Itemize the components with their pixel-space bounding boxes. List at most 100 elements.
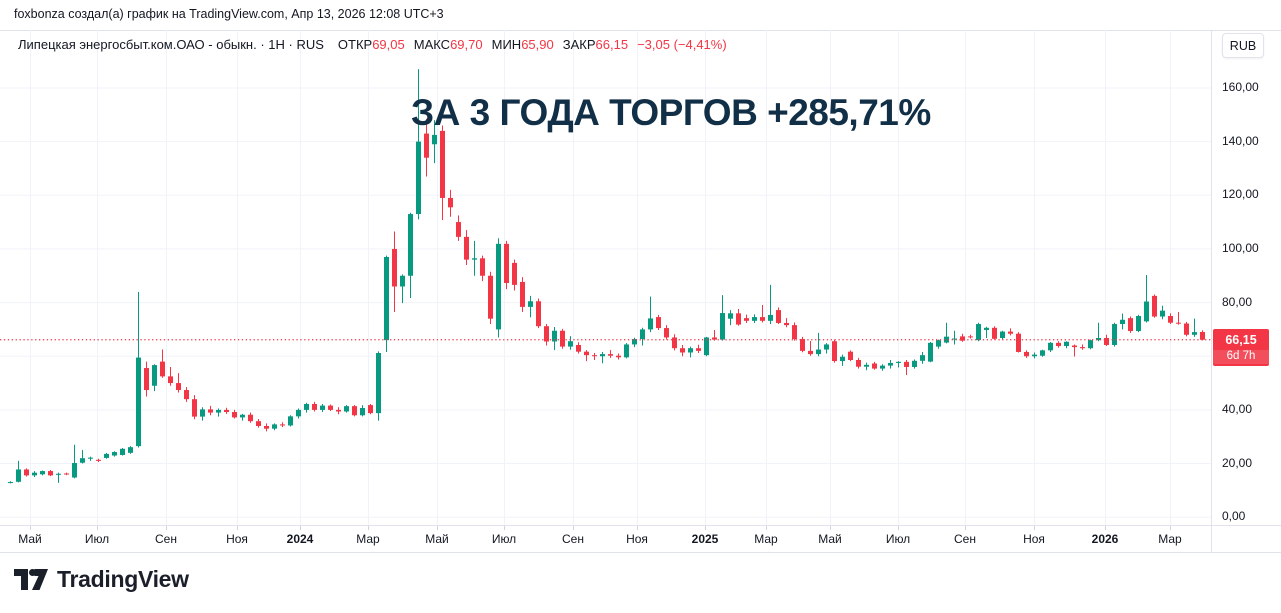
candle-body [1128, 318, 1133, 332]
time-axis-label: Май [818, 532, 842, 546]
candle-body [736, 313, 741, 325]
candle-body [1144, 301, 1149, 322]
open-label: ОТКР [337, 37, 373, 52]
candle-body [360, 408, 365, 416]
attribution-text: foxbonza создал(а) график на TradingView… [14, 7, 444, 21]
candle-body [1200, 331, 1205, 340]
candle-body [328, 405, 333, 410]
currency-badge: RUB [1222, 33, 1264, 58]
candle-body [104, 453, 109, 458]
candle-body [1000, 331, 1005, 338]
candle-body [760, 317, 765, 321]
price-axis-label: 20,00 [1222, 455, 1253, 470]
candle-body [1080, 347, 1085, 349]
candle-body [744, 318, 749, 321]
candle-body [600, 354, 605, 357]
candle-body [784, 322, 789, 326]
tradingview-wordmark[interactable]: TradingView [57, 566, 189, 592]
candle-body [696, 348, 701, 351]
time-axis-label: 2024 [286, 532, 314, 546]
candle-body [144, 368, 149, 391]
candle-body [824, 344, 829, 350]
candle-body [1096, 338, 1101, 341]
candlestick-chart[interactable] [0, 30, 1212, 525]
time-axis-tick [1105, 526, 1106, 530]
candle-body [464, 236, 469, 260]
candle-body [528, 301, 533, 307]
idea-title: ЗА 3 ГОДА ТОРГОВ +285,71% [411, 92, 931, 133]
high-value: 69,70 [450, 37, 483, 52]
candle-body [776, 310, 781, 323]
candle-body [1056, 342, 1061, 347]
candle-body [48, 471, 53, 476]
price-axis-label: 40,00 [1222, 401, 1253, 416]
candle-body [176, 383, 181, 391]
time-axis-tick [504, 526, 505, 530]
time-axis-tick [300, 526, 301, 530]
time-axis-label: 2026 [1091, 532, 1119, 546]
chart-legend[interactable]: Липецкая энергосбыт.ком.ОАО - обыкн. · 1… [18, 37, 727, 52]
candle-body [344, 406, 349, 412]
candle-body [160, 361, 165, 377]
candle-body [512, 262, 517, 285]
candle-body [456, 222, 461, 237]
time-axis-label: Июл [84, 532, 110, 546]
candle-body [408, 214, 413, 276]
time-axis-label: Ноя [1023, 532, 1045, 546]
candle-body [168, 376, 173, 384]
candle-body [648, 318, 653, 330]
candle-body [112, 452, 117, 456]
tradingview-logo-icon[interactable] [14, 567, 48, 593]
time-axis-label: Мар [754, 532, 778, 546]
time-axis-label: Июл [885, 532, 911, 546]
time-axis-tick [766, 526, 767, 530]
change-value: −3,05 (−4,41%) [637, 37, 727, 52]
candle-body [80, 458, 85, 463]
candle-body [496, 243, 501, 330]
candle-body [1048, 342, 1053, 351]
candle-body [368, 405, 373, 414]
candle-body [1168, 316, 1173, 323]
time-axis-label: Сен [155, 532, 177, 546]
candle-body [280, 424, 285, 426]
candle-body [552, 330, 557, 342]
price-axis[interactable]: RUB 66,15 6d 7h 160,00 140,00 120,00 100,00… [1212, 30, 1281, 525]
candle-body [944, 336, 949, 343]
chart-pane[interactable]: Липецкая энергосбыт.ком.ОАО - обыкн. · 1… [0, 30, 1212, 525]
price-axis-label: 80,00 [1222, 294, 1253, 309]
candle-body [192, 399, 197, 417]
candle-body [768, 314, 773, 321]
candle-body [448, 197, 453, 208]
candle-body [672, 337, 677, 349]
candle-body [704, 337, 709, 356]
candle-body [936, 340, 941, 347]
candle-body [376, 353, 381, 414]
time-axis-label: Сен [562, 532, 584, 546]
candle-body [848, 351, 853, 360]
candle-body [1112, 324, 1117, 345]
time-axis[interactable]: Май Июл Сен Ноя 2024 Мар Май Июл Сен Ноя 2025 Мар Ма… [0, 526, 1281, 552]
candle-body [864, 364, 869, 367]
candle-body [224, 409, 229, 413]
candle-body [424, 133, 429, 158]
symbol-description[interactable]: Липецкая энергосбыт.ком.ОАО - обыкн. · 1… [18, 37, 324, 52]
last-price-label: 66,15 6d 7h [1213, 329, 1269, 367]
price-axis-label: 100,00 [1222, 240, 1259, 255]
candle-body [208, 409, 213, 413]
candle-body [1088, 340, 1093, 349]
candle-body [584, 351, 589, 356]
candle-body [32, 472, 37, 476]
price-axis-label: 120,00 [1222, 187, 1259, 202]
candle-body [440, 130, 445, 198]
candle-body [320, 405, 325, 410]
candle-body [928, 342, 933, 362]
candle-body [24, 469, 29, 476]
time-axis-tick [97, 526, 98, 530]
candle-body [1192, 332, 1197, 335]
time-axis-label: Сен [954, 532, 976, 546]
candle-body [96, 459, 101, 461]
candle-body [960, 336, 965, 341]
high-label: МАКС [413, 37, 451, 52]
candle-body [1160, 310, 1165, 317]
